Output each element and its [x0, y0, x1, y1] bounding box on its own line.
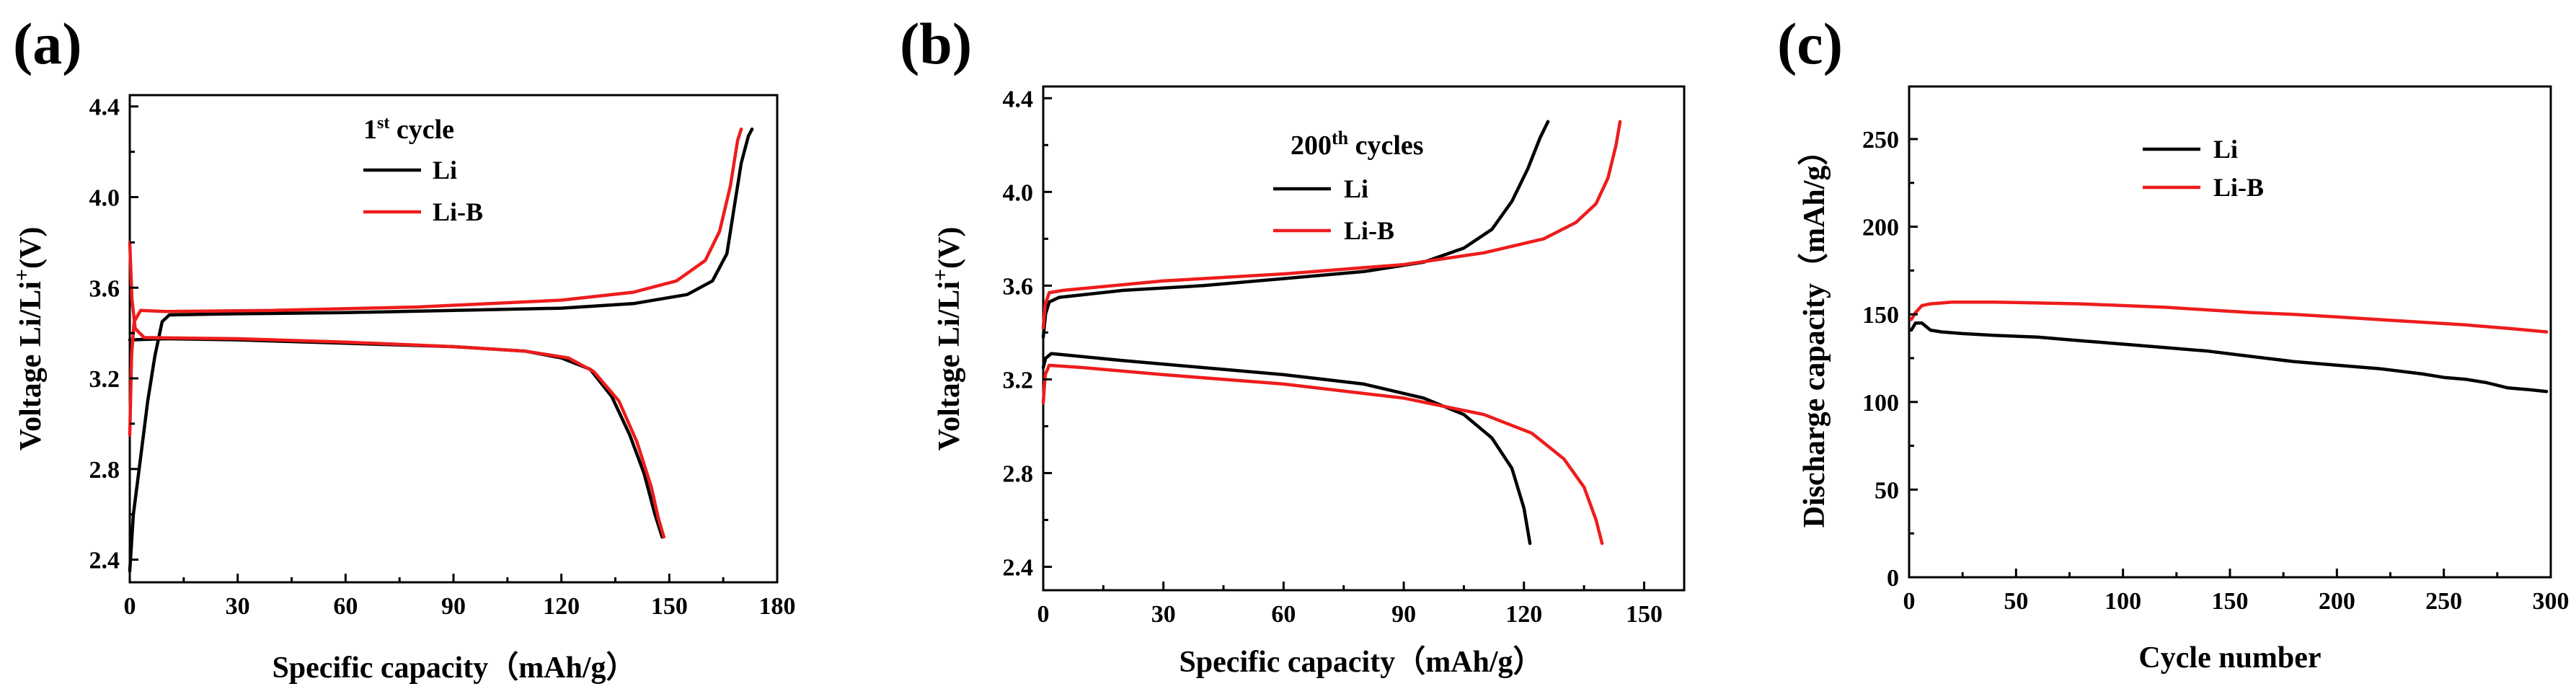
panel-b-legend-title-main: 200 [1291, 130, 1332, 161]
panel-a-y-tick-label: 3.2 [89, 366, 120, 393]
panel-c-x-axis-label: Cycle number [2138, 641, 2321, 675]
panel-c-x-tick-label: 100 [2104, 588, 2141, 615]
panel-a-x-tick-label: 120 [543, 593, 580, 620]
panel-c-y-tick-label: 250 [1862, 127, 1899, 154]
panel-a-series-li-b-line [128, 127, 743, 437]
panel-a-legend-title-rest: cycle [389, 115, 454, 145]
panel-a-x-axis-label: Specific capacity（mAh/g） [272, 651, 636, 685]
panel-b-x-tick-label: 90 [1391, 601, 1416, 628]
panel-a-y-tick-label: 3.6 [89, 275, 120, 302]
panel-a-series-li-line [128, 127, 754, 573]
panel-b-y-ticks: 2.4 2.8 3.2 3.6 4.0 4.4 [1003, 86, 1052, 581]
panel-b-x-ticks: 0 30 60 90 120 150 [1037, 582, 1663, 628]
panel-a-y-label-end: (V) [14, 227, 48, 269]
panel-a-x-tick-label: 30 [226, 593, 250, 620]
panel-b-legend-title-sup: th [1332, 128, 1349, 148]
panel-c-series-li-b-line [1909, 300, 2549, 334]
panel-c-y-tick-label: 200 [1862, 215, 1899, 241]
panel-c-x-tick-label: 200 [2319, 588, 2355, 615]
panel-a-x-tick-label: 0 [124, 593, 136, 620]
panel-b-series-li-b-line [1041, 363, 1604, 546]
panel-c-x-tick-label: 50 [2004, 588, 2028, 615]
panel-b-y-tick-label: 2.4 [1003, 554, 1034, 581]
panel-c-curves [1909, 300, 2549, 393]
panel-b-legend-title: 200th cycles [1291, 128, 1424, 161]
panel-b-y-axis-label: Voltage Li/Li+(V) [929, 227, 966, 451]
panel-b-x-tick-label: 120 [1505, 601, 1542, 628]
panel-b-y-tick-label: 3.2 [1003, 367, 1034, 393]
panel-a-curves [128, 127, 754, 573]
panel-c-x-tick-label: 300 [2533, 588, 2570, 615]
panel-c-x-tick-label: 0 [1903, 588, 1916, 615]
panel-b-legend-label-li: Li [1344, 174, 1368, 203]
panel-a-legend-label-li: Li [433, 156, 457, 184]
panel-b-legend-title-rest: cycles [1348, 130, 1423, 161]
panel-b-series-li-line [1041, 352, 1532, 546]
panel-b-label: (b) [900, 11, 972, 76]
panel-c-legend-label-li-b: Li-B [2213, 173, 2264, 202]
panel-c-x-ticks: 0 50 100 150 200 250 300 [1903, 569, 2570, 615]
panel-b-y-tick-label: 2.8 [1003, 461, 1034, 487]
panel-a-legend-title-sup: st [377, 114, 389, 133]
panel-a-series-li-line [128, 337, 664, 539]
panel-a-y-axis-label: Voltage Li/Li+(V) [10, 227, 48, 451]
panel-c-series-li-line [1909, 321, 2549, 393]
panel-a-x-tick-label: 60 [333, 593, 358, 620]
panel-a-series-li-b-line [128, 241, 666, 539]
panel-c-x-tick-label: 250 [2425, 588, 2462, 615]
panel-a-x-ticks: 0 30 60 90 120 150 180 [124, 574, 796, 620]
panel-c-y-axis-label: Discharge capacity（mAh/g） [1797, 135, 1831, 528]
panel-a-x-tick-label: 90 [441, 593, 466, 620]
panel-a-legend-label-li-b: Li-B [433, 197, 483, 226]
panel-c-y-tick-label: 150 [1862, 302, 1899, 329]
panel-c-y-ticks: 0 50 100 150 200 250 [1862, 127, 1918, 592]
panel-b-y-tick-label: 4.4 [1003, 86, 1034, 112]
panel-b-y-label-main: Voltage Li/Li [933, 281, 966, 451]
panel-b-series-li-b-line [1041, 120, 1622, 330]
panel-b-plot-frame [1042, 85, 1686, 592]
panel-a-y-tick-label: 4.4 [89, 94, 120, 121]
panel-b-x-tick-label: 150 [1626, 601, 1663, 628]
panel-a-x-tick-label: 180 [759, 593, 796, 620]
panel-a: (a) 0 30 60 90 120 150 180 2.42.83.23.64.04.4 … [10, 11, 796, 685]
panel-b: (b) 0 30 60 90 120 150 2.4 2.8 3.2 3.6 4.0 4.4 Spe… [900, 11, 1686, 679]
panel-c-y-tick-label: 0 [1887, 565, 1899, 592]
panel-b-y-label-sup: + [929, 269, 952, 281]
panel-b-series-li-line [1041, 120, 1550, 339]
panel-a-label: (a) [13, 11, 82, 76]
panel-b-curves [1041, 120, 1622, 546]
panel-a-y-label-main: Voltage Li/Li [14, 281, 48, 451]
panel-a-y-label-sup: + [10, 269, 34, 281]
panel-b-y-tick-label: 3.6 [1003, 273, 1034, 300]
panel-a-legend-title-main: 1 [363, 115, 377, 145]
panel-c: (c) 0 50 100 150 200 250 300 0 50 100 150 200 250 C… [1777, 11, 2570, 675]
panel-b-x-axis-label: Specific capacity（mAh/g） [1179, 645, 1543, 679]
panel-a-y-ticks: 2.4 2.8 3.2 3.6 4.0 4.4 [89, 94, 138, 574]
panel-b-x-tick-label: 60 [1271, 601, 1296, 628]
panel-c-label: (c) [1777, 11, 1843, 76]
panel-a-y-tick-label: 4.0 [89, 184, 120, 211]
panel-b-y-label-end: (V) [933, 227, 966, 269]
panel-c-x-tick-label: 150 [2212, 588, 2249, 615]
panel-c-y-tick-label: 100 [1862, 390, 1899, 417]
panel-c-y-tick-label: 50 [1875, 477, 1899, 504]
panel-a-x-tick-label: 150 [651, 593, 688, 620]
panel-b-x-tick-label: 0 [1037, 601, 1050, 628]
panel-b-y-tick-label: 4.0 [1003, 179, 1034, 206]
panel-a-y-tick-label: 2.8 [89, 457, 120, 484]
panel-a-legend-title: 1st cycle [363, 114, 454, 145]
panel-b-legend-label-li-b: Li-B [1344, 216, 1394, 245]
panel-a-y-tick-label: 2.4 [89, 548, 120, 574]
panel-c-legend-label-li: Li [2213, 135, 2238, 164]
panel-b-x-tick-label: 30 [1151, 601, 1176, 628]
